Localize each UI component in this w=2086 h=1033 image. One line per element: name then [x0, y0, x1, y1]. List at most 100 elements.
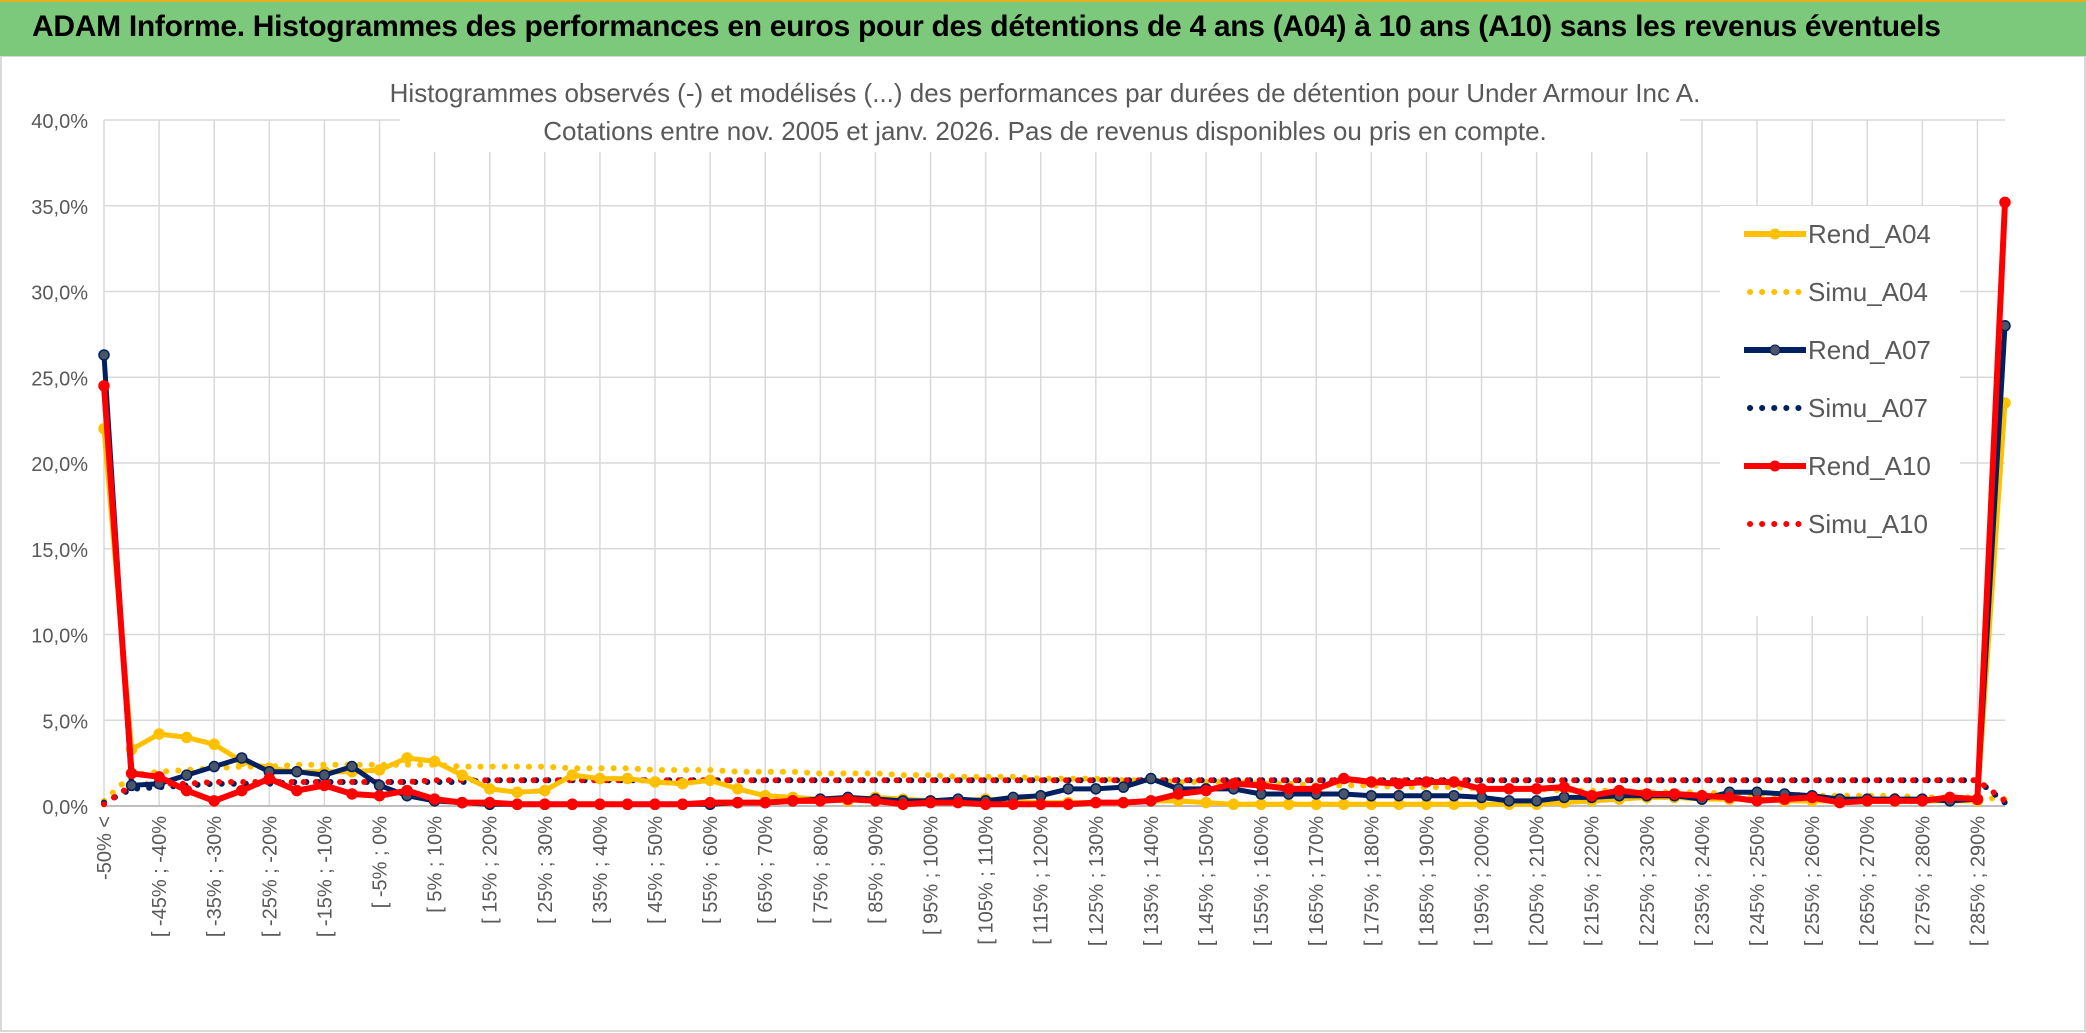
data-point-rend-a10 [1585, 789, 1598, 802]
legend-label-rend-a10: Rend_A10 [1808, 451, 1931, 481]
data-point-rend-a10 [1062, 798, 1075, 811]
data-point-rend-a10 [208, 795, 220, 807]
data-point-rend-a10 [539, 798, 551, 811]
chart-title-line2: Cotations entre nov. 2005 et janv. 2026.… [543, 116, 1547, 146]
x-tick-label: [ 5% ; 10% [425, 816, 447, 913]
x-tick-label: [ 245% ; 250% [1747, 816, 1769, 946]
x-tick-label: [ 115% ; 120% [1031, 816, 1053, 945]
data-point-rend-a07 [1117, 781, 1130, 793]
series-line-simu-a10 [101, 777, 2008, 808]
data-point-rend-a10 [1613, 784, 1626, 797]
data-point-rend-a04 [1282, 798, 1295, 811]
x-tick-label: [ 255% ; 260% [1802, 816, 1824, 946]
data-point-rend-a07 [1420, 789, 1433, 802]
x-tick-label: [ -5% ; 0% [370, 816, 392, 908]
y-axis-ticks: 0,0% 5,0% 10,0% 15,0% 20,0% 25,0% 30,0% 35,0% 40… [31, 111, 88, 819]
data-point-rend-a04 [621, 772, 634, 785]
data-point-rend-a07 [1145, 772, 1157, 785]
legend-label-simu-a04: Simu_A04 [1808, 277, 1928, 307]
legend-label-simu-a07: Simu_A07 [1808, 393, 1928, 423]
data-point-rend-a10 [1861, 795, 1873, 807]
series-line-rend-a10 [101, 202, 2008, 808]
data-point-rend-a04 [428, 755, 441, 768]
data-point-rend-a10 [1806, 791, 1818, 804]
legend-label-simu-a10: Simu_A10 [1808, 509, 1928, 539]
data-point-rend-a10 [236, 784, 248, 797]
x-tick-label: [ 225% ; 230% [1637, 816, 1659, 946]
data-point-rend-a10 [621, 798, 634, 811]
y-tick-label: 40,0% [31, 111, 88, 133]
data-point-rend-a10 [180, 784, 193, 797]
x-tick-label: [ 235% ; 240% [1692, 816, 1714, 946]
data-point-rend-a07 [125, 779, 138, 792]
data-point-rend-a10 [1944, 791, 1956, 804]
data-point-rend-a10 [869, 795, 882, 807]
x-tick-label: [ 275% ; 280% [1912, 816, 1934, 946]
data-point-rend-a10 [318, 779, 331, 792]
x-tick-label: [ 175% ; 180% [1361, 816, 1383, 946]
data-point-rend-a10 [1282, 783, 1295, 795]
data-point-rend-a10 [1393, 777, 1405, 790]
x-tick-label: [ 205% ; 210% [1527, 816, 1549, 946]
data-point-rend-a10 [979, 798, 992, 811]
data-point-rend-a10 [1227, 777, 1240, 790]
data-point-rend-a10 [1475, 783, 1488, 795]
data-point-rend-a10 [511, 798, 524, 811]
data-point-rend-a04 [731, 783, 744, 795]
data-point-rend-a07 [1090, 783, 1102, 795]
x-tick-label: [ 125% ; 130% [1086, 816, 1108, 946]
data-point-rend-a10 [1751, 795, 1763, 807]
x-tick-label: [ -35% ; -30% [204, 816, 226, 937]
data-point-rend-a10 [1778, 793, 1791, 805]
data-point-rend-a10 [1007, 798, 1019, 811]
data-point-rend-a07 [1448, 789, 1460, 802]
x-tick-label: [ 185% ; 190% [1416, 816, 1438, 946]
data-point-rend-a07 [1558, 791, 1570, 804]
data-point-rend-a10 [1696, 789, 1708, 802]
data-point-rend-a10 [1448, 776, 1460, 788]
data-point-rend-a07 [291, 765, 303, 778]
x-tick-label: [ 135% ; 140% [1141, 816, 1163, 946]
legend-label-rend-a04: Rend_A04 [1808, 219, 1931, 249]
data-point-rend-a07 [373, 779, 386, 792]
data-point-rend-a10 [1255, 779, 1267, 792]
data-point-rend-a04 [1310, 798, 1322, 811]
data-point-rend-a10 [1503, 783, 1515, 795]
data-point-rend-a10 [1090, 796, 1102, 809]
data-point-rend-a10 [125, 767, 138, 780]
data-point-rend-a10 [594, 798, 606, 811]
data-point-rend-a10 [731, 796, 744, 809]
data-point-rend-a10 [1558, 781, 1570, 793]
x-axis-labels: -50% < [ -45% ; -40% [ -35% ; -30% [ -25% ;… [94, 816, 1989, 946]
data-point-rend-a10 [1971, 793, 1984, 805]
data-point-rend-a07 [1503, 795, 1515, 807]
x-tick-label: [ 15% ; 20% [480, 816, 502, 924]
data-point-rend-a10 [1145, 795, 1157, 807]
data-point-rend-a10 [1889, 795, 1901, 807]
x-tick-label: [ 265% ; 270% [1857, 816, 1879, 946]
x-tick-label: [ 95% ; 100% [921, 816, 943, 935]
title-background [400, 78, 1680, 152]
x-tick-label: [ 55% ; 60% [700, 816, 722, 924]
y-tick-label: 30,0% [31, 283, 88, 305]
data-point-rend-a07 [346, 760, 358, 773]
data-point-rend-a07 [1062, 783, 1075, 795]
x-tick-label: [ 165% ; 170% [1306, 816, 1328, 946]
y-tick-label: 20,0% [31, 454, 88, 476]
data-point-rend-a04 [1227, 798, 1240, 811]
data-point-rend-a10 [1172, 788, 1185, 800]
y-tick-label: 15,0% [31, 540, 88, 562]
data-point-rend-a07 [1393, 789, 1405, 802]
data-point-rend-a04 [539, 784, 551, 797]
data-point-rend-a04 [180, 731, 193, 744]
data-point-rend-a10 [1530, 783, 1543, 795]
data-point-rend-a10 [456, 796, 468, 809]
x-tick-label: [ 195% ; 200% [1472, 816, 1494, 946]
data-point-rend-a04 [704, 774, 716, 787]
data-point-rend-a10 [1723, 791, 1736, 804]
data-point-rend-a10 [897, 798, 909, 811]
data-point-rend-a10 [1034, 798, 1047, 811]
data-point-rend-a10 [98, 380, 110, 392]
legend: Rend_A04 Simu_A04 Rend_A07 Simu_A07 Rend_A10… [1744, 219, 1931, 539]
x-tick-label: [ -45% ; -40% [149, 816, 171, 937]
